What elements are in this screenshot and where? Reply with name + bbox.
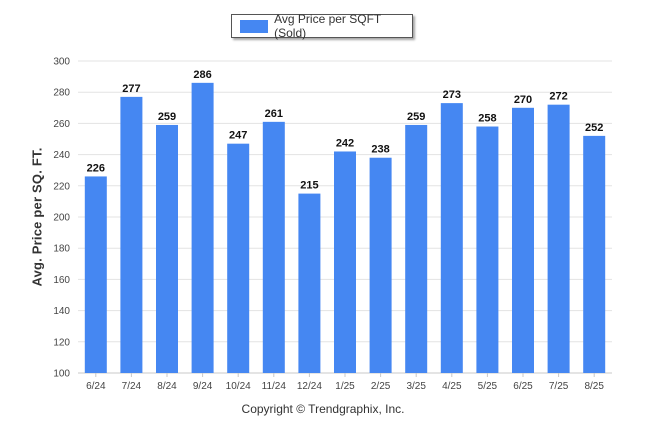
bar bbox=[191, 82, 214, 373]
x-tick-label: 12/24 bbox=[297, 381, 322, 392]
x-tick-label: 7/25 bbox=[549, 381, 569, 392]
legend-label: Avg Price per SQFT (Sold) bbox=[274, 12, 382, 40]
y-tick-label: 220 bbox=[53, 181, 70, 192]
bar bbox=[583, 135, 606, 373]
data-label: 286 bbox=[193, 69, 211, 81]
bar bbox=[227, 143, 250, 373]
x-tick-label: 6/25 bbox=[513, 381, 533, 392]
bar bbox=[547, 104, 570, 374]
y-tick-label: 140 bbox=[53, 306, 70, 317]
y-tick-label: 240 bbox=[53, 150, 70, 161]
bar bbox=[440, 103, 463, 374]
x-tick-label: 10/24 bbox=[226, 381, 251, 392]
x-tick-label: 2/25 bbox=[371, 381, 391, 392]
bar bbox=[120, 96, 143, 373]
bar bbox=[298, 193, 321, 373]
y-tick-label: 280 bbox=[53, 88, 70, 99]
data-label: 238 bbox=[371, 144, 389, 156]
x-tick-label: 1/25 bbox=[335, 381, 355, 392]
data-label: 258 bbox=[478, 113, 496, 125]
data-label: 252 bbox=[585, 122, 603, 134]
data-label: 226 bbox=[87, 162, 105, 174]
bar bbox=[262, 121, 285, 373]
x-tick-label: 5/25 bbox=[478, 381, 498, 392]
bar bbox=[405, 124, 428, 374]
data-label: 270 bbox=[514, 94, 532, 106]
bar bbox=[84, 176, 107, 373]
data-label: 277 bbox=[122, 83, 140, 95]
y-tick-label: 300 bbox=[53, 57, 70, 68]
y-tick-label: 100 bbox=[53, 369, 70, 380]
x-tick-label: 11/24 bbox=[262, 381, 287, 392]
y-tick-label: 120 bbox=[53, 337, 70, 348]
bar bbox=[512, 107, 534, 374]
bar bbox=[369, 157, 392, 373]
x-tick-label: 9/24 bbox=[193, 381, 213, 392]
data-label: 242 bbox=[336, 137, 354, 149]
data-label: 215 bbox=[300, 180, 318, 192]
legend-swatch bbox=[240, 19, 269, 33]
data-label: 261 bbox=[265, 108, 283, 120]
x-tick-label: 3/25 bbox=[406, 381, 426, 392]
copyright-footer: Copyright © Trendgraphix, Inc. bbox=[241, 402, 405, 416]
data-label: 273 bbox=[443, 89, 461, 101]
data-label: 272 bbox=[549, 91, 567, 103]
data-label: 259 bbox=[407, 111, 425, 123]
x-tick-label: 8/24 bbox=[157, 381, 177, 392]
y-tick-label: 160 bbox=[53, 275, 70, 286]
x-tick-label: 7/24 bbox=[122, 381, 142, 392]
y-tick-label: 260 bbox=[53, 119, 70, 130]
y-tick-label: 180 bbox=[53, 244, 70, 255]
bar bbox=[156, 124, 178, 374]
data-label: 247 bbox=[229, 130, 247, 142]
chart-legend: Avg Price per SQFT (Sold) bbox=[231, 12, 413, 40]
bar bbox=[476, 126, 499, 374]
x-tick-label: 4/25 bbox=[442, 381, 462, 392]
data-label: 259 bbox=[158, 111, 176, 123]
x-tick-label: 6/24 bbox=[86, 381, 106, 392]
x-tick-label: 8/25 bbox=[584, 381, 604, 392]
bar bbox=[334, 151, 356, 373]
y-tick-label: 200 bbox=[53, 213, 70, 224]
